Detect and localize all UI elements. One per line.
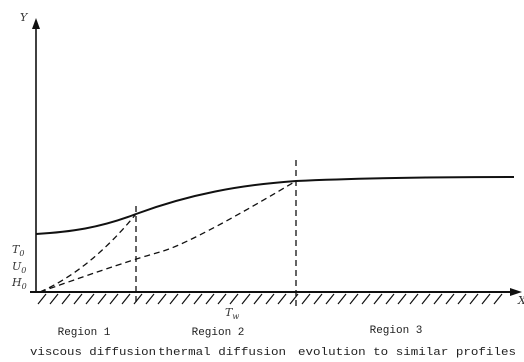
- region-2-label: Region 2: [192, 327, 245, 339]
- label-u0: U0: [12, 260, 26, 275]
- y-axis-label: Y: [20, 11, 29, 24]
- hatch-mark: [61, 293, 71, 305]
- hatch-mark: [469, 293, 479, 305]
- hatch-mark: [349, 293, 359, 305]
- wall-temperature-label: Tw: [225, 306, 239, 321]
- hatch-mark: [337, 293, 347, 305]
- hatch-mark: [265, 293, 275, 305]
- hatch-mark: [373, 293, 383, 305]
- hatch-mark: [289, 293, 299, 305]
- hatch-mark: [385, 293, 395, 305]
- wall-hatching: [37, 293, 503, 305]
- region-3-label: Region 3: [370, 325, 423, 337]
- boundary-layer-edge-curve: [35, 176, 515, 235]
- label-t0: T0: [12, 243, 24, 258]
- hatch-mark: [457, 293, 467, 305]
- hatch-mark: [133, 293, 143, 305]
- hatch-mark: [37, 293, 47, 305]
- hatch-mark: [169, 293, 179, 305]
- hatch-mark: [205, 293, 215, 305]
- region-2-description: thermal diffusion: [158, 347, 286, 359]
- hatch-mark: [49, 293, 59, 305]
- hatch-mark: [409, 293, 419, 305]
- hatch-mark: [229, 293, 239, 305]
- hatch-mark: [181, 293, 191, 305]
- region-3-description: evolution to similar profiles: [298, 347, 516, 359]
- hatch-mark: [421, 293, 431, 305]
- hatch-mark: [433, 293, 443, 305]
- hatch-mark: [397, 293, 407, 305]
- hatch-mark: [493, 293, 503, 305]
- hatch-mark: [445, 293, 455, 305]
- thermal-layer-curve: [39, 180, 297, 293]
- hatch-mark: [313, 293, 323, 305]
- hatch-mark: [73, 293, 83, 305]
- hatch-mark: [109, 293, 119, 305]
- hatch-mark: [301, 293, 311, 305]
- label-h0: H0: [11, 276, 27, 291]
- y-axis-arrowhead: [32, 18, 40, 29]
- viscous-layer-curve: [39, 213, 137, 293]
- x-axis-arrowhead: [510, 288, 522, 296]
- hatch-mark: [253, 293, 263, 305]
- hatch-mark: [97, 293, 107, 305]
- hatch-mark: [145, 293, 155, 305]
- hatch-mark: [121, 293, 131, 305]
- x-axis-label: X: [517, 294, 524, 307]
- hatch-mark: [481, 293, 491, 305]
- hatch-mark: [241, 293, 251, 305]
- hatch-mark: [85, 293, 95, 305]
- region-1-description: viscous diffusion: [30, 347, 156, 359]
- hatch-mark: [325, 293, 335, 305]
- hatch-mark: [217, 293, 227, 305]
- region-1-label: Region 1: [58, 327, 111, 339]
- hatch-mark: [277, 293, 287, 305]
- hatch-mark: [157, 293, 167, 305]
- hatch-mark: [361, 293, 371, 305]
- hatch-mark: [193, 293, 203, 305]
